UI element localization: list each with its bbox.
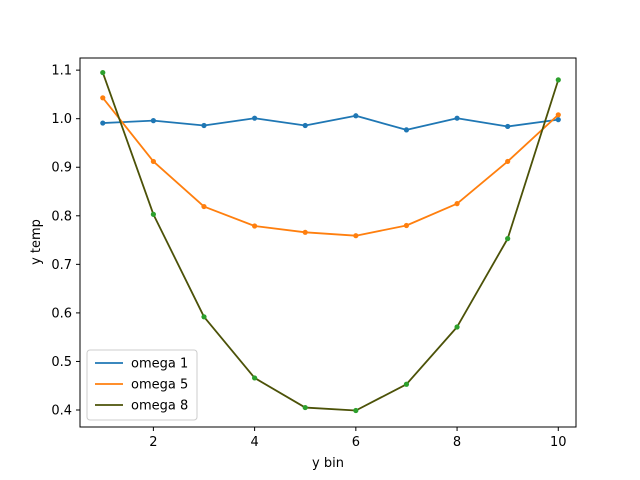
data-point <box>150 118 156 124</box>
y-tick-label: 1.1 <box>51 64 72 79</box>
x-tick-label: 4 <box>250 435 258 450</box>
y-tick-label: 0.5 <box>51 355 72 370</box>
data-point <box>505 236 511 242</box>
data-point <box>555 112 561 118</box>
series-line-3 <box>101 71 560 412</box>
x-axis-label: y bin <box>312 456 344 471</box>
legend-label: omega 8 <box>131 399 188 414</box>
y-tick-label: 0.8 <box>51 209 72 224</box>
axes-frame <box>79 57 577 428</box>
y-tick-label: 0.4 <box>51 404 72 419</box>
data-point <box>353 233 359 239</box>
data-point <box>201 203 207 210</box>
series-line-2 <box>101 96 560 237</box>
data-point <box>252 115 258 121</box>
data-point <box>505 123 511 130</box>
plot-area <box>100 69 561 414</box>
data-point <box>252 223 258 229</box>
data-point <box>454 324 460 330</box>
data-point <box>454 115 460 121</box>
data-point <box>100 120 106 126</box>
data-point <box>555 117 561 123</box>
axes: 2 4 6 8 10 0.4 0.5 0.6 0.7 0.8 0.9 1.0 1.1 <box>51 57 577 450</box>
data-point <box>403 381 410 387</box>
data-point <box>201 314 207 320</box>
legend-label: omega 1 <box>131 357 188 372</box>
y-tick-label: 0.9 <box>51 161 72 176</box>
data-point <box>100 69 106 76</box>
data-point <box>201 122 207 129</box>
data-point <box>555 77 561 83</box>
x-tick-label: 8 <box>453 435 461 450</box>
legend-label: omega 5 <box>131 378 188 393</box>
data-point <box>150 158 156 165</box>
data-point <box>252 375 258 381</box>
data-point <box>353 113 359 119</box>
data-point <box>302 229 308 235</box>
y-tick-label: 1.0 <box>51 112 72 127</box>
data-point <box>150 211 156 217</box>
data-point <box>302 404 308 411</box>
x-tick-label: 10 <box>550 435 567 450</box>
data-point <box>100 95 106 101</box>
data-point <box>302 122 308 129</box>
data-point <box>353 407 359 414</box>
legend: omega 1 omega 5 omega 8 <box>86 349 198 421</box>
y-axis-label: y temp <box>29 219 44 265</box>
data-point <box>403 222 410 229</box>
x-tick-label: 2 <box>149 435 157 450</box>
series-line-1 <box>101 114 560 131</box>
data-point <box>505 158 511 165</box>
legend-box <box>86 349 198 421</box>
y-tick-label: 0.6 <box>51 306 72 321</box>
data-point <box>454 201 460 207</box>
data-point <box>403 127 410 133</box>
y-tick-label: 0.7 <box>51 258 72 273</box>
x-tick-label: 6 <box>352 435 360 450</box>
